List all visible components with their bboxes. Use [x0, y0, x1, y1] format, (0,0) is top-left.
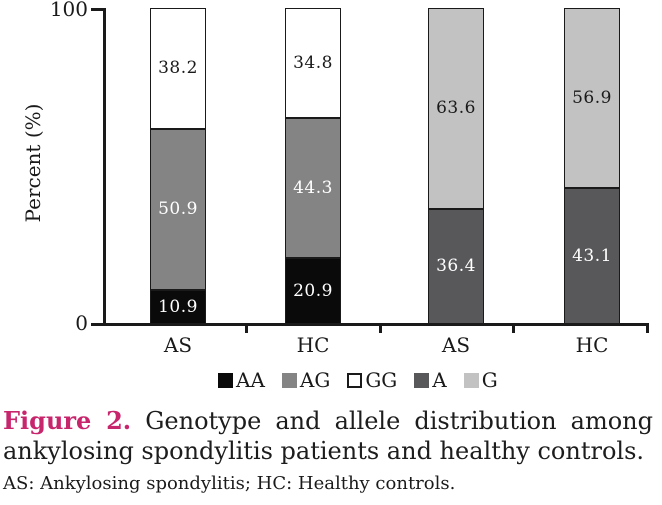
legend: AA AG GG A G: [218, 368, 498, 392]
y-axis-title: Percent (%): [21, 103, 45, 223]
bar-segment-ag-as-0: 50.9: [150, 128, 206, 290]
legend-label-a: A: [432, 368, 447, 392]
x-axis-category-label-1: HC: [296, 333, 330, 357]
bar-segment-gg-as-0: 38.2: [150, 8, 206, 129]
legend-swatch-gg: [347, 372, 363, 388]
x-tick-mark-1: [379, 326, 382, 333]
legend-swatch-a: [414, 372, 430, 388]
caption-line-1: Figure 2. Genotype and allele distributi…: [3, 406, 653, 436]
segment-value-label: 10.9: [158, 296, 198, 317]
caption-line-2: ankylosing spondylitis patients and heal…: [3, 437, 645, 465]
bar-segment-aa-as-0: 10.9: [150, 289, 206, 324]
segment-value-label: 20.9: [293, 280, 333, 301]
bar-segment-ag-hc-1: 44.3: [285, 117, 341, 258]
x-axis-category-label-0: AS: [163, 333, 193, 357]
y-tick-label-0: 0: [75, 311, 88, 335]
segment-value-label: 63.6: [436, 98, 476, 119]
bar-segment-aa-hc-1: 20.9: [285, 257, 341, 324]
segment-value-label: 43.1: [572, 245, 612, 266]
caption-text-line-1: Genotype and allele distribution among: [145, 407, 653, 435]
y-tick-mark-100: [91, 8, 104, 11]
figure-number-label: Figure 2.: [3, 406, 132, 435]
x-axis-category-label-3: HC: [575, 333, 609, 357]
segment-value-label: 56.9: [572, 87, 612, 108]
legend-swatch-aa: [218, 372, 233, 388]
caption-footnote: AS: Ankylosing spondylitis; HC: Healthy …: [3, 473, 456, 494]
x-tick-mark-0: [245, 326, 248, 333]
legend-label-g: G: [481, 368, 498, 392]
x-tick-mark-3: [646, 326, 649, 333]
legend-label-gg: GG: [365, 368, 398, 392]
segment-value-label: 36.4: [436, 256, 476, 277]
figure-caption: Figure 2. Genotype and allele distributi…: [3, 406, 653, 495]
legend-item-aa: AA: [218, 368, 265, 392]
legend-item-a: A: [414, 368, 447, 392]
y-axis-line: [103, 8, 106, 326]
chart-plot: Percent (%) 100 0 10.9 50.9 38.2 AS 20.9 44.3…: [21, 0, 649, 357]
x-axis-category-label-2: AS: [441, 333, 471, 357]
x-axis-line: [103, 323, 649, 326]
bar-segment-gg-hc-1: 34.8: [285, 8, 341, 118]
segment-value-label: 50.9: [158, 199, 198, 220]
segment-value-label: 44.3: [293, 177, 333, 198]
y-tick-label-100: 100: [49, 0, 88, 21]
bar-segment-a-hc-3: 43.1: [564, 187, 620, 324]
legend-item-ag: AG: [281, 368, 331, 392]
legend-swatch-ag: [281, 372, 297, 388]
x-tick-mark-2: [512, 326, 515, 333]
segment-value-label: 34.8: [293, 52, 333, 73]
legend-label-ag: AG: [299, 368, 331, 392]
legend-item-gg: GG: [347, 368, 397, 392]
y-tick-mark-0: [91, 323, 104, 326]
bar-segment-g-as-2: 63.6: [428, 8, 484, 209]
legend-swatch-g: [463, 372, 479, 388]
segment-value-label: 38.2: [158, 58, 198, 79]
bar-segment-g-hc-3: 56.9: [564, 8, 620, 188]
bar-segment-a-as-2: 36.4: [428, 208, 484, 324]
legend-item-g: G: [463, 368, 498, 392]
legend-label-aa: AA: [236, 368, 265, 392]
